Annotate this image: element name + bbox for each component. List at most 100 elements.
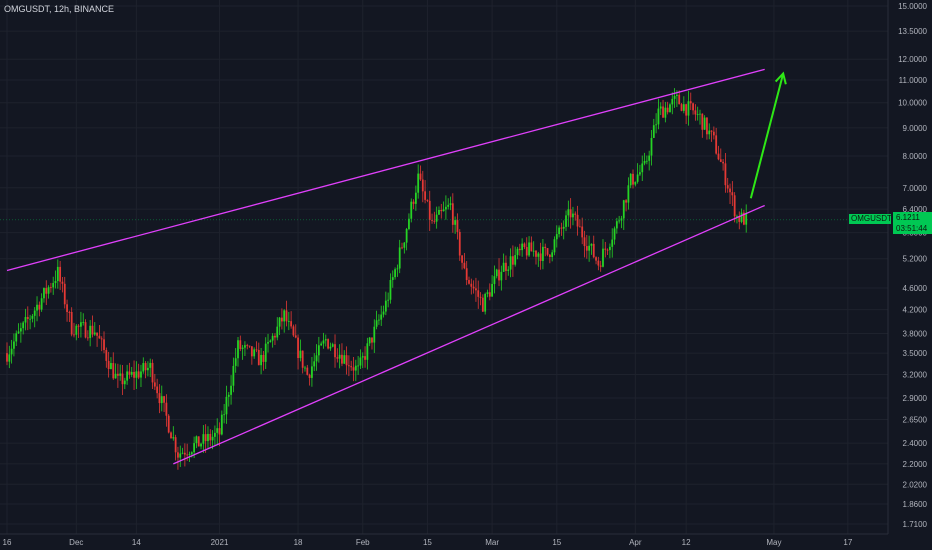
candle-body	[569, 209, 572, 218]
candle-body	[378, 319, 380, 321]
candle-body	[733, 195, 736, 217]
candle-body	[456, 220, 459, 232]
candle-body	[678, 94, 681, 105]
candle-body	[10, 348, 13, 355]
candle-body	[274, 335, 276, 338]
price-axis[interactable]: 15.0000 13.5000 12.0000 11.0000 10.0000 9.000…	[898, 2, 927, 529]
candle-body	[472, 286, 475, 289]
candle-body	[696, 114, 699, 116]
candle-body	[712, 131, 715, 136]
candle-body	[290, 321, 293, 327]
candle-body	[327, 339, 329, 349]
candle-body	[61, 281, 64, 284]
candle-body	[685, 104, 688, 116]
candle-body	[13, 341, 15, 349]
price-tick-label: 2.2000	[903, 460, 928, 469]
price-tick-label: 3.8000	[903, 330, 928, 339]
candle-body	[507, 269, 510, 271]
candle-body	[613, 228, 616, 240]
candle-body	[82, 322, 85, 323]
upper-channel-line[interactable]	[6, 68, 765, 272]
candle-body	[140, 371, 142, 378]
candle-body	[671, 98, 674, 105]
chart-grid	[0, 0, 888, 534]
time-axis[interactable]: 16 Dec 14 2021 18 Feb 15 Mar 15 Apr 12 May 17	[3, 538, 853, 547]
candle-body	[230, 385, 232, 395]
candle-body	[588, 245, 591, 251]
candle-body	[188, 454, 191, 455]
candle-body	[253, 349, 256, 357]
candle-body	[405, 229, 408, 243]
candle-body	[384, 300, 387, 312]
candle-body	[123, 380, 126, 385]
price-tick-label: 12.0000	[898, 55, 927, 64]
candle-body	[73, 334, 75, 336]
arrow-head[interactable]	[774, 71, 787, 85]
candle-body	[736, 216, 738, 217]
candle-body	[664, 107, 667, 118]
candle-body	[98, 335, 101, 339]
candle-body	[717, 153, 720, 160]
candle-body	[694, 110, 697, 115]
candle-body	[676, 94, 678, 96]
candle-body	[477, 290, 480, 297]
candle-body	[105, 349, 108, 361]
candle-body	[156, 386, 159, 394]
candle-body	[742, 212, 745, 225]
price-tick-label: 4.6000	[903, 284, 928, 293]
candle-body	[260, 354, 262, 366]
candle-body	[364, 356, 366, 360]
candle-body	[682, 104, 685, 111]
candle-body	[130, 371, 133, 375]
candle-body	[121, 373, 124, 385]
candle-body	[724, 163, 727, 186]
candle-body	[692, 103, 694, 111]
candle-body	[179, 453, 182, 458]
candle-body	[264, 343, 267, 362]
time-tick-label: Mar	[485, 538, 499, 547]
candle-body	[119, 373, 122, 376]
candle-body	[313, 361, 316, 367]
candle-body	[396, 268, 399, 270]
price-tick-label: 2.6500	[903, 416, 928, 425]
candle-body	[604, 248, 607, 250]
candle-body	[484, 293, 487, 312]
time-tick-label: May	[766, 538, 781, 547]
candle-body	[63, 283, 66, 305]
projection-arrow[interactable]	[749, 71, 787, 199]
candle-body	[227, 394, 230, 397]
candle-body	[352, 367, 355, 371]
time-tick-label: Apr	[629, 538, 642, 547]
candle-body	[75, 325, 78, 335]
trendline-group[interactable]	[6, 68, 765, 465]
candle-body	[463, 262, 466, 269]
candle-body	[29, 318, 31, 320]
price-tick-label: 9.0000	[903, 124, 928, 133]
candle-body	[729, 188, 731, 193]
price-tick-label: 4.2000	[903, 306, 928, 315]
candle-body	[299, 350, 302, 359]
candle-body	[565, 215, 567, 227]
candle-body	[523, 243, 526, 248]
candle-body	[592, 243, 595, 258]
time-tick-label: 17	[843, 538, 852, 547]
time-tick-label: 12	[682, 538, 691, 547]
candle-body	[424, 191, 427, 200]
lower-channel-line[interactable]	[173, 204, 765, 465]
time-tick-label: 16	[3, 538, 12, 547]
candle-body	[553, 239, 556, 253]
candle-body	[311, 366, 313, 378]
candle-body	[204, 434, 207, 442]
candle-body	[495, 269, 498, 277]
candle-body	[22, 322, 25, 329]
candle-body	[583, 237, 586, 247]
candle-body	[163, 396, 165, 403]
candle-body	[595, 257, 597, 261]
candle-body	[24, 316, 27, 323]
arrow-shaft[interactable]	[749, 73, 785, 199]
candle-body	[615, 221, 618, 229]
candle-body	[241, 347, 244, 349]
candle-body	[447, 204, 450, 207]
candle-body	[209, 433, 212, 441]
